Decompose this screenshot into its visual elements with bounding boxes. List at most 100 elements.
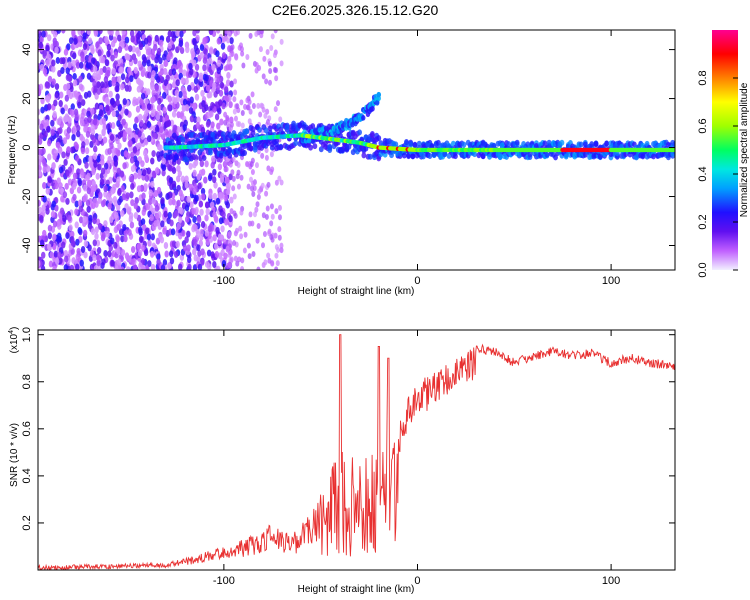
spectrogram-cell: [42, 67, 48, 75]
spectrogram-cell: [110, 40, 116, 48]
spectrogram-cell: [137, 78, 142, 86]
spectrogram-cell: [264, 154, 269, 161]
spectrogram-cell: [84, 161, 89, 169]
spectrogram-cell: [54, 91, 59, 99]
spectrogram-cell: [265, 48, 270, 55]
spectrogram-cell: [128, 45, 133, 53]
spectrogram-cell: [39, 215, 44, 223]
spectrogram-cell: [102, 122, 107, 130]
spectrogram-cell: [235, 260, 240, 267]
spectrogram-cell: [118, 123, 123, 131]
spectrogram-cell: [176, 199, 181, 207]
spectrogram-cell: [120, 106, 126, 114]
spectrogram-cell: [184, 204, 190, 212]
spectrogram-cell: [86, 110, 91, 118]
colorbar-tick-label: 0.8: [697, 70, 709, 85]
spectrogram-cell: [92, 153, 98, 161]
spectrogram-cell: [672, 141, 675, 148]
spectrogram-cell: [164, 250, 169, 258]
spectrogram-cell: [120, 184, 125, 192]
spectrogram-cell: [268, 68, 273, 75]
spectrogram-cell: [182, 124, 187, 132]
spectrogram-cell: [156, 186, 162, 194]
spectrogram-cell: [122, 223, 127, 231]
spectrogram-cell: [129, 75, 134, 83]
spectrogram-cell: [146, 121, 152, 129]
spectrogram-cell: [182, 69, 187, 77]
spectrogram-cell: [563, 153, 569, 160]
spectrogram-cell: [96, 155, 101, 163]
spectrogram-cell: [255, 237, 260, 244]
spectrogram-cell: [189, 68, 194, 76]
spectrogram-cell: [111, 67, 116, 75]
figure-title: C2E6.2025.326.15.12.G20: [272, 2, 439, 18]
spectrogram-cell: [233, 115, 238, 122]
spectrogram-cell: [48, 260, 54, 268]
spectrogram-cell: [103, 249, 108, 257]
spectrogram-cell: [231, 156, 236, 163]
colorbar: 0.0 0.2 0.4 0.6 0.8 Normalized spectral ampl…: [697, 30, 750, 278]
spectrogram-cell: [223, 252, 228, 260]
spectrogram-cell: [270, 260, 275, 267]
spectrogram-cell: [273, 106, 278, 113]
spectrogram-cell: [94, 92, 99, 100]
spectrogram-cell: [42, 166, 48, 174]
spectrogram-cell: [229, 37, 234, 45]
spectrogram-cell: [229, 80, 234, 88]
colorbar-tick-label: 0.0: [697, 262, 709, 277]
spectrogram-cell: [68, 37, 74, 45]
spectrogram-cell: [142, 122, 148, 130]
spectrogram-cell: [242, 150, 247, 157]
spectrogram-cell: [92, 254, 97, 262]
spectrogram-cell: [114, 265, 119, 270]
spectrogram-cell: [154, 84, 159, 92]
spectrogram-cell: [54, 182, 59, 190]
spectrogram-cell: [83, 117, 89, 125]
spectrogram-cell: [230, 44, 235, 51]
spectrogram-cell: [542, 140, 548, 147]
spectrogram-cell: [227, 231, 232, 238]
spectrogram-cell: [312, 143, 318, 150]
spectrogram-cell: [84, 54, 90, 62]
spectrogram-cell: [226, 182, 231, 190]
spectrogram-cell: [146, 233, 152, 241]
spectrogram-cell: [73, 37, 78, 45]
spectrogram-cell: [80, 136, 86, 144]
spectrogram-cell: [146, 103, 152, 111]
spectrogram-cell: [38, 84, 41, 92]
spectrogram-cell: [42, 229, 47, 237]
spectrogram-cell: [162, 258, 168, 266]
spectrogram-cell: [155, 167, 160, 175]
spectrogram-cell: [267, 79, 272, 86]
spectrogram-cell: [200, 220, 206, 228]
spectrogram-cell: [227, 152, 233, 159]
spectrogram-cell: [234, 54, 239, 61]
spectrogram-cell: [203, 176, 208, 184]
spectrogram-cell: [98, 109, 104, 117]
spectrogram-cell: [229, 196, 234, 204]
y-tick-label: 0.4: [21, 468, 33, 483]
spectrogram-cell: [119, 130, 124, 138]
spectrogram-cell: [202, 57, 208, 65]
spectrogram-cell: [139, 98, 144, 106]
spectrogram-cell: [224, 86, 229, 94]
spectrogram-cell: [38, 108, 41, 116]
spectrogram-cell: [96, 254, 101, 262]
spectrogram-cell: [261, 73, 266, 80]
spectrogram-cell: [214, 113, 220, 121]
spectrogram-cell: [56, 30, 62, 34]
spectrogram-cell: [240, 265, 245, 270]
colorbar-tick-label: 0.2: [697, 214, 709, 229]
spectrogram-cell: [222, 160, 228, 168]
spectrogram-cell: [514, 139, 520, 146]
spectrogram-cell: [201, 155, 207, 162]
spectrogram-cell: [389, 152, 394, 159]
spectrogram-cell: [239, 233, 244, 240]
spectrogram-cell: [200, 89, 205, 97]
spectrogram-cell: [80, 112, 85, 120]
spectrogram-cell: [232, 193, 237, 200]
spectrogram-cell: [223, 111, 228, 118]
spectrogram-cell: [195, 122, 201, 130]
spectrogram-cell: [77, 30, 82, 36]
